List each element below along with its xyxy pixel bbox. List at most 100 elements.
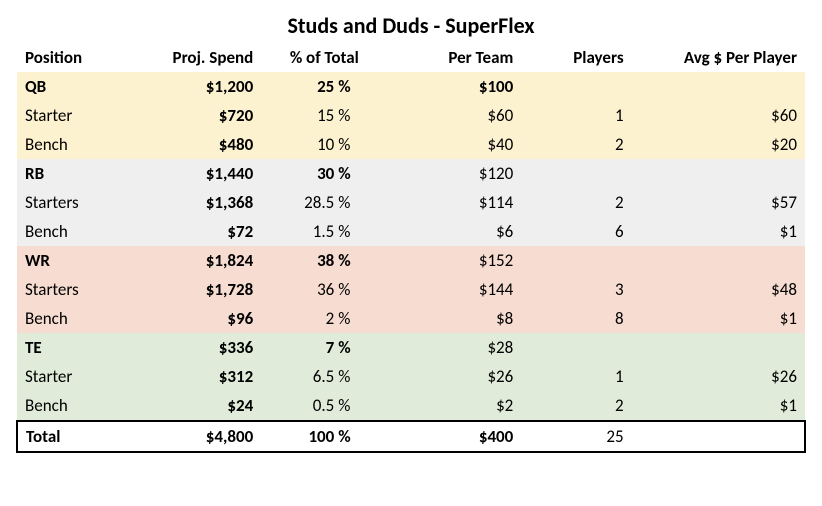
cell-spend: $4,800 — [127, 421, 261, 452]
cell-players: 8 — [521, 304, 631, 333]
cell-per-team: $2 — [387, 391, 521, 421]
budget-table: Position Proj. Spend % of Total Per Team… — [16, 43, 806, 453]
cell-per-team: $100 — [387, 72, 521, 101]
cell-position: Starter — [17, 101, 127, 130]
cell-position: WR — [17, 246, 127, 275]
cell-pct: 38% — [261, 246, 387, 275]
table-row: Starter$72015%$601$60 — [17, 101, 805, 130]
cell-per-team: $400 — [387, 421, 521, 452]
cell-position: TE — [17, 333, 127, 362]
cell-players: 2 — [521, 391, 631, 421]
cell-avg — [632, 72, 805, 101]
table-row: WR$1,82438%$152 — [17, 246, 805, 275]
header-row: Position Proj. Spend % of Total Per Team… — [17, 43, 805, 72]
cell-pct: 2% — [261, 304, 387, 333]
cell-spend: $1,440 — [127, 159, 261, 188]
cell-pct: 0.5% — [261, 391, 387, 421]
cell-avg: $1 — [632, 217, 805, 246]
cell-players: 1 — [521, 101, 631, 130]
cell-spend: $1,200 — [127, 72, 261, 101]
cell-pct: 30% — [261, 159, 387, 188]
table-row: Bench$240.5%$22$1 — [17, 391, 805, 421]
cell-position: Bench — [17, 391, 127, 421]
cell-spend: $1,824 — [127, 246, 261, 275]
cell-pct: 10% — [261, 130, 387, 159]
cell-per-team: $26 — [387, 362, 521, 391]
cell-spend: $1,728 — [127, 275, 261, 304]
cell-pct: 28.5% — [261, 188, 387, 217]
header-pct-total: % of Total — [261, 43, 387, 72]
cell-avg: $57 — [632, 188, 805, 217]
cell-avg — [632, 333, 805, 362]
table-title: Studs and Duds - SuperFlex — [16, 12, 806, 39]
cell-players — [521, 72, 631, 101]
cell-avg: $60 — [632, 101, 805, 130]
table-row: Bench$962%$88$1 — [17, 304, 805, 333]
cell-per-team: $152 — [387, 246, 521, 275]
cell-per-team: $120 — [387, 159, 521, 188]
cell-pct: 15% — [261, 101, 387, 130]
cell-players: 3 — [521, 275, 631, 304]
cell-spend: $96 — [127, 304, 261, 333]
cell-position: Starters — [17, 275, 127, 304]
cell-spend: $720 — [127, 101, 261, 130]
cell-per-team: $144 — [387, 275, 521, 304]
cell-players: 2 — [521, 130, 631, 159]
cell-avg — [632, 246, 805, 275]
header-proj-spend: Proj. Spend — [127, 43, 261, 72]
cell-pct: 1.5% — [261, 217, 387, 246]
header-position: Position — [17, 43, 127, 72]
cell-players — [521, 246, 631, 275]
table-row: Bench$721.5%$66$1 — [17, 217, 805, 246]
total-row: Total$4,800100%$40025 — [17, 421, 805, 452]
table-row: QB$1,20025%$100 — [17, 72, 805, 101]
table-row: Bench$48010%$402$20 — [17, 130, 805, 159]
cell-avg: $1 — [632, 391, 805, 421]
cell-pct: 25% — [261, 72, 387, 101]
cell-players — [521, 333, 631, 362]
cell-per-team: $40 — [387, 130, 521, 159]
cell-avg: $26 — [632, 362, 805, 391]
cell-players: 25 — [521, 421, 631, 452]
cell-avg — [632, 159, 805, 188]
cell-per-team: $114 — [387, 188, 521, 217]
cell-avg — [632, 421, 805, 452]
cell-spend: $1,368 — [127, 188, 261, 217]
cell-avg: $48 — [632, 275, 805, 304]
cell-position: Bench — [17, 304, 127, 333]
cell-players — [521, 159, 631, 188]
header-avg-per-player: Avg $ Per Player — [632, 43, 805, 72]
cell-per-team: $8 — [387, 304, 521, 333]
cell-avg: $1 — [632, 304, 805, 333]
cell-position: Bench — [17, 130, 127, 159]
cell-position: Starter — [17, 362, 127, 391]
cell-position: Bench — [17, 217, 127, 246]
cell-pct: 100% — [261, 421, 387, 452]
cell-players: 6 — [521, 217, 631, 246]
cell-spend: $336 — [127, 333, 261, 362]
table-row: Starters$1,72836%$1443$48 — [17, 275, 805, 304]
header-players: Players — [521, 43, 631, 72]
table-row: Starters$1,36828.5%$1142$57 — [17, 188, 805, 217]
cell-spend: $72 — [127, 217, 261, 246]
cell-pct: 6.5% — [261, 362, 387, 391]
cell-avg: $20 — [632, 130, 805, 159]
cell-position: RB — [17, 159, 127, 188]
cell-position: Total — [17, 421, 127, 452]
cell-spend: $24 — [127, 391, 261, 421]
table-row: TE$3367%$28 — [17, 333, 805, 362]
table-row: Starter$3126.5%$261$26 — [17, 362, 805, 391]
cell-pct: 7% — [261, 333, 387, 362]
cell-spend: $312 — [127, 362, 261, 391]
cell-position: Starters — [17, 188, 127, 217]
cell-spend: $480 — [127, 130, 261, 159]
cell-per-team: $6 — [387, 217, 521, 246]
cell-pct: 36% — [261, 275, 387, 304]
header-per-team: Per Team — [387, 43, 521, 72]
cell-position: QB — [17, 72, 127, 101]
cell-per-team: $60 — [387, 101, 521, 130]
cell-players: 1 — [521, 362, 631, 391]
cell-per-team: $28 — [387, 333, 521, 362]
cell-players: 2 — [521, 188, 631, 217]
table-row: RB$1,44030%$120 — [17, 159, 805, 188]
